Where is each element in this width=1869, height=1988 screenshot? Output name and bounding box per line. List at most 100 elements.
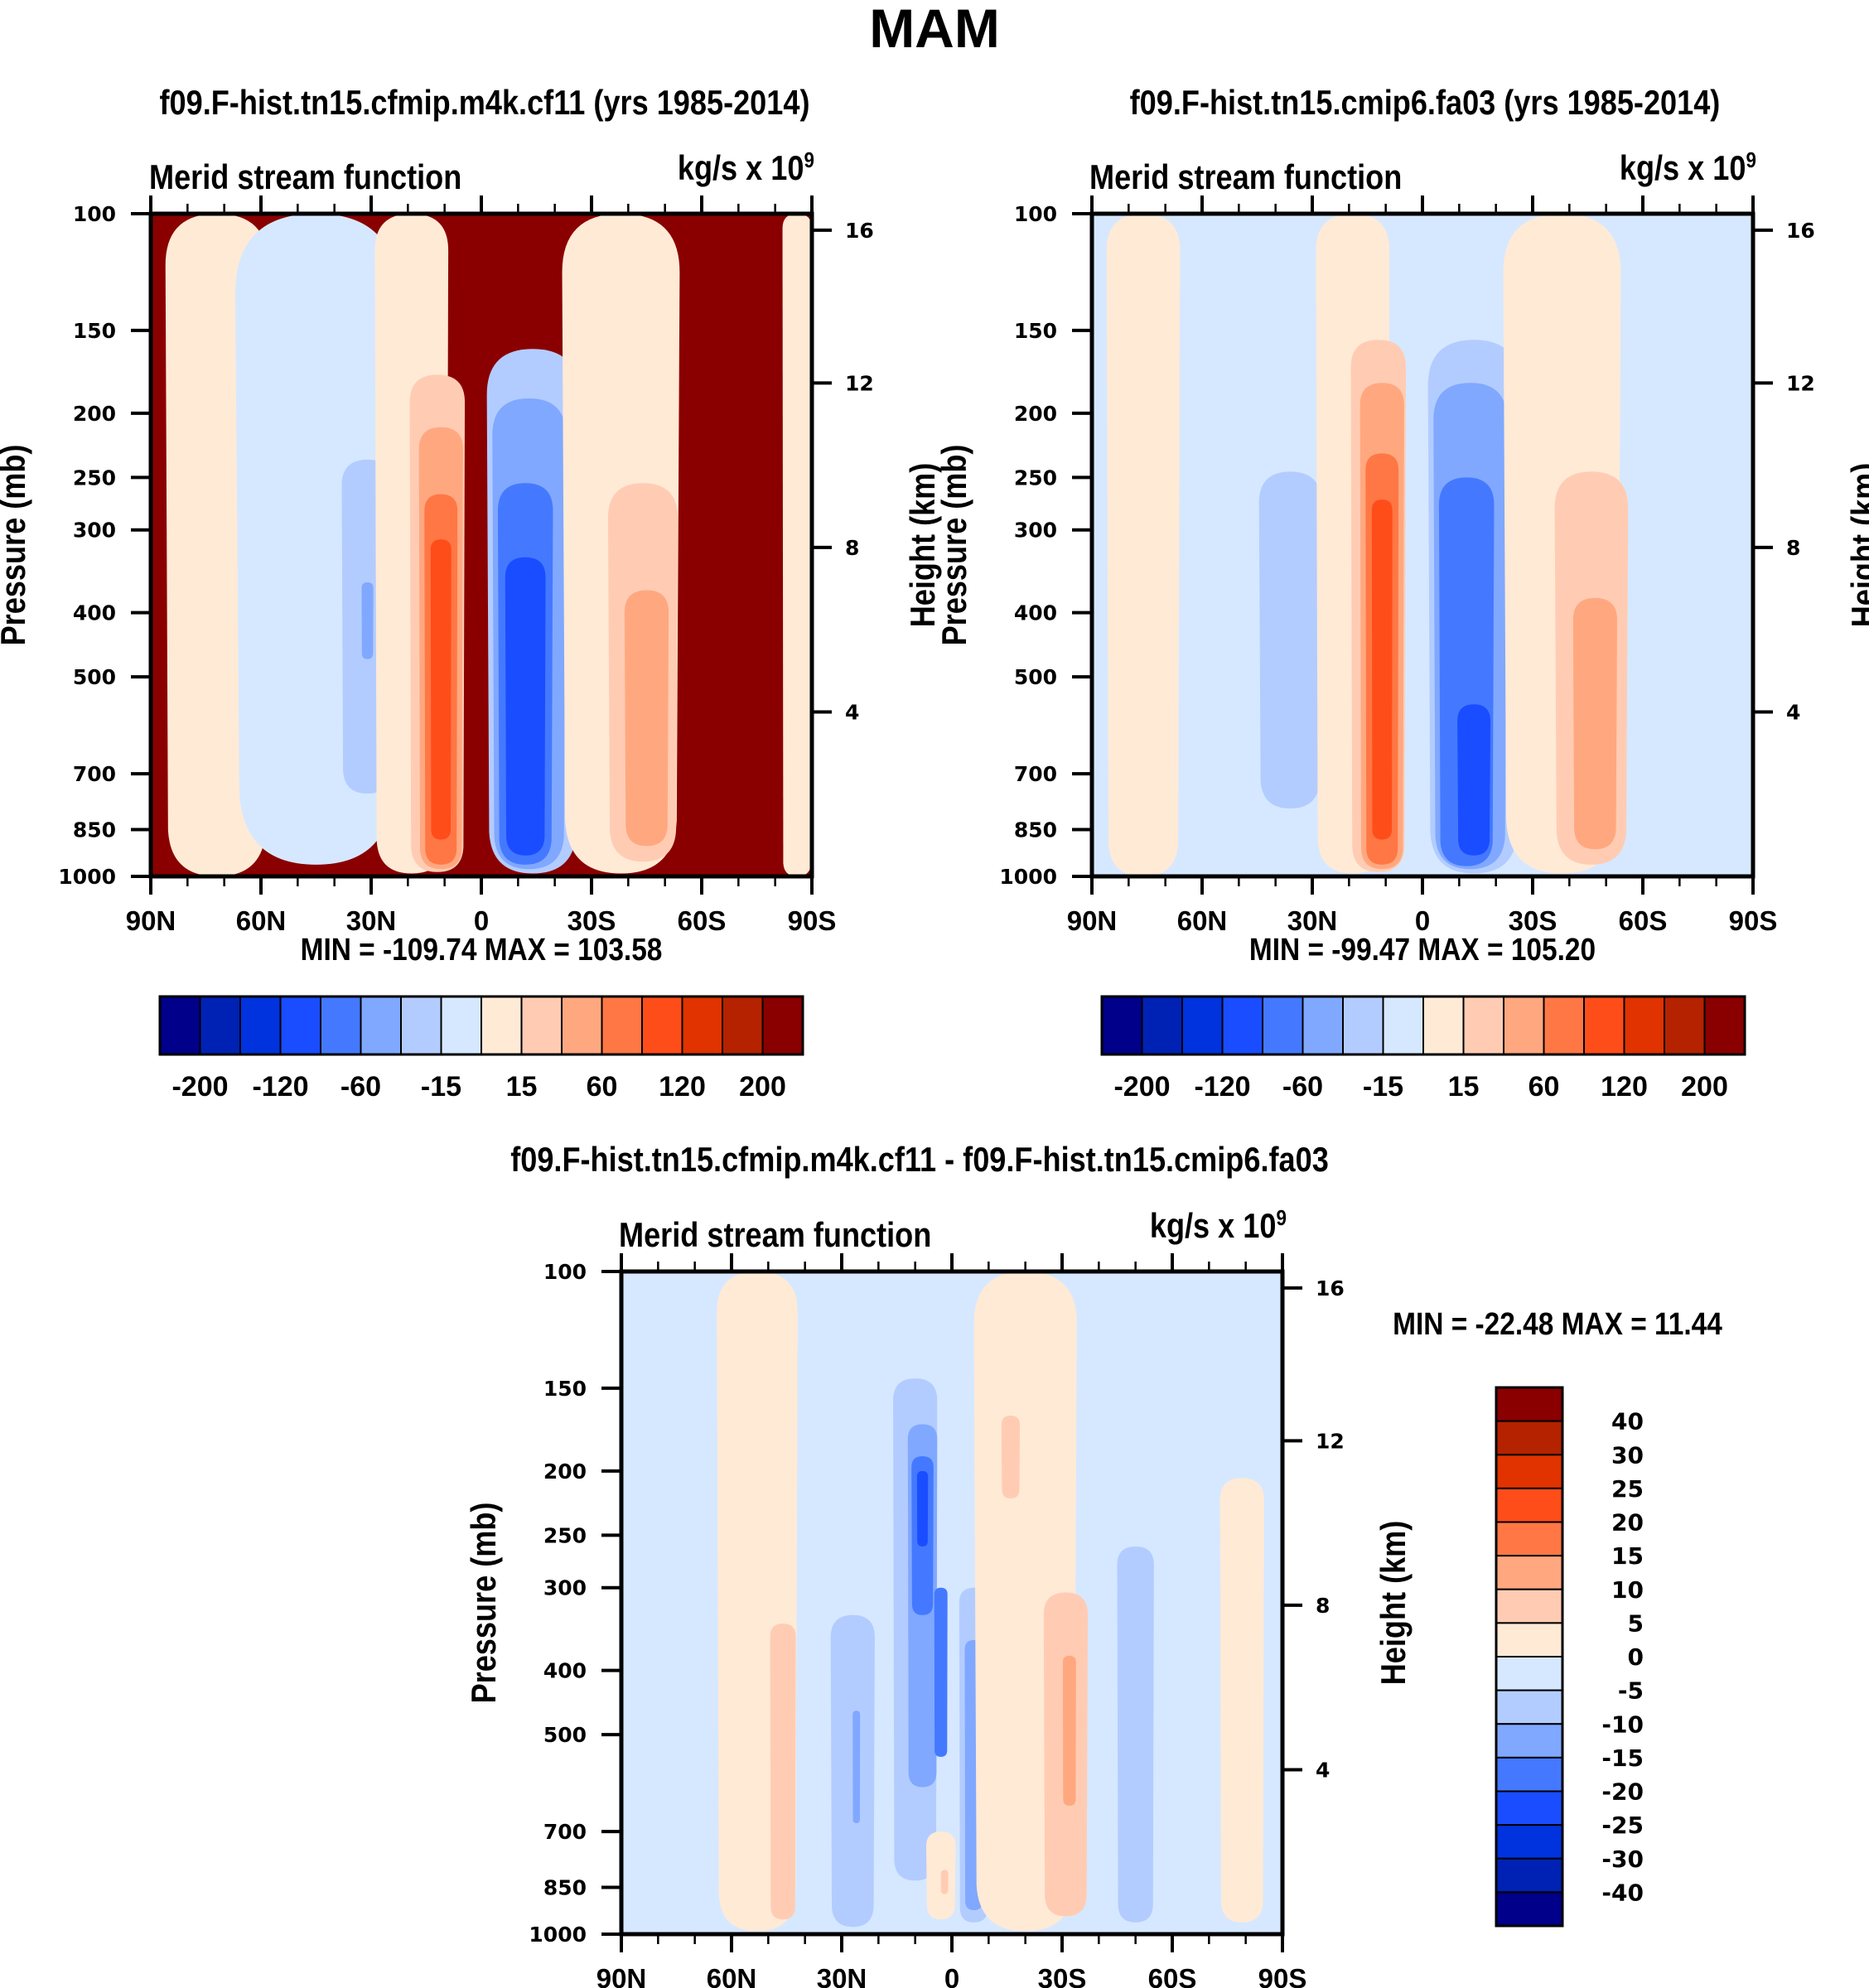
contour-region-3 (361, 582, 374, 659)
colorbar-box (1342, 996, 1384, 1055)
colorbar-box (1495, 1420, 1563, 1456)
x-tick-label: 30N (817, 1963, 867, 1988)
y-right-axis-title: Height (km) (1375, 1521, 1413, 1686)
y-tick-label: 200 (1014, 402, 1057, 426)
contour-field (1092, 214, 1753, 876)
y-tick-label: 100 (543, 1260, 587, 1284)
colorbar-box (1664, 996, 1706, 1055)
x-tick-label: 90S (1258, 1963, 1307, 1988)
x-tick-label: 30S (567, 905, 616, 936)
y-tick-label: 1000 (999, 865, 1057, 889)
colorbar-box (279, 996, 321, 1055)
panel3-units: kg/s x 109 (1149, 1205, 1287, 1245)
colorbar-label: -15 (1363, 1071, 1403, 1103)
colorbar-box (681, 996, 723, 1055)
contour-region-12 (505, 557, 546, 856)
colorbar-label: -120 (1194, 1071, 1250, 1103)
contour-region-15 (624, 590, 669, 847)
x-tick-label: 60S (1148, 1963, 1197, 1988)
colorbar-label: -25 (1601, 1812, 1644, 1839)
y-tick-label: 100 (73, 202, 116, 226)
colorbar-label: -10 (1601, 1711, 1644, 1738)
contour-field (621, 1271, 1282, 1934)
panel3-min-max: MIN = -22.48 MAX = 11.44 (1393, 1307, 1722, 1342)
colorbar-box (1495, 1521, 1563, 1557)
y-tick-label: 200 (73, 402, 116, 426)
colorbar-box (641, 996, 683, 1055)
colorbar-label: -60 (340, 1071, 381, 1103)
y-tick-label: 500 (543, 1723, 587, 1747)
y-tick-label: 850 (1014, 818, 1057, 842)
colorbar-label: 200 (1681, 1071, 1728, 1103)
colorbar-label: 5 (1628, 1609, 1644, 1637)
y-tick-label: 250 (543, 1523, 587, 1547)
y-tick-label: 400 (1014, 601, 1057, 625)
y-axis-title: Pressure (mb) (936, 445, 974, 646)
height-tick-label: 4 (1316, 1758, 1330, 1782)
colorbar-label: 40 (1611, 1408, 1644, 1436)
colorbar-label: -15 (1601, 1744, 1644, 1772)
contour-region-15 (1001, 1415, 1021, 1498)
colorbar-label: 60 (1529, 1071, 1560, 1103)
colorbar-box (1495, 1622, 1563, 1657)
y-axis-title: Pressure (mb) (0, 445, 33, 646)
contour-region-19 (1219, 1478, 1264, 1923)
y-tick-label: 300 (73, 519, 116, 543)
colorbar-box (1543, 996, 1585, 1055)
colorbar-box (440, 996, 482, 1055)
colorbar-box (1495, 1689, 1563, 1725)
y-tick-label: 150 (543, 1377, 587, 1401)
panel1-units: kg/s x 109 (677, 147, 814, 187)
colorbar-frame (1495, 1386, 1564, 1928)
colorbar-label: -40 (1601, 1879, 1644, 1906)
colorbar-box (1495, 1756, 1563, 1793)
y-tick-label: 300 (1014, 519, 1057, 543)
colorbar-box (1495, 1454, 1563, 1489)
x-tick-label: 90N (1067, 905, 1118, 936)
main-title: MAM (869, 0, 1000, 59)
colorbar-box (1623, 996, 1665, 1055)
x-tick-label: 60N (1177, 905, 1228, 936)
colorbar-box (1495, 1656, 1563, 1691)
x-tick-label: 60S (678, 905, 727, 936)
colorbar-frame (158, 995, 804, 1056)
x-tick-label: 0 (474, 905, 489, 936)
y-tick-label: 300 (543, 1576, 587, 1600)
colorbar-label: 15 (506, 1071, 538, 1103)
x-tick-label: 30N (346, 905, 397, 936)
colorbar-box (1583, 996, 1625, 1055)
colorbar-box (159, 996, 201, 1055)
panel3-left-string: Merid stream function (619, 1215, 932, 1254)
colorbar-label: 120 (1601, 1071, 1648, 1103)
contour-region-1 (770, 1624, 796, 1920)
panel2-units: kg/s x 109 (1619, 147, 1756, 187)
colorbar2: -200 -120 -60 -15 15 60 120 200 (1100, 995, 1746, 1103)
panel1-left-string: Merid stream function (149, 157, 462, 196)
colorbar-label: -30 (1601, 1846, 1644, 1873)
colorbar-box (1495, 1891, 1563, 1927)
height-tick-label: 8 (1316, 1594, 1330, 1618)
contour-field (151, 214, 812, 876)
x-tick-label: 30S (1038, 1963, 1087, 1988)
panel2-plot: 90N 60N 30N 0 30S 60S 90S 100 150 200 250 300 400 500… (936, 195, 1869, 936)
contour-region-16 (782, 214, 812, 876)
colorbar-box (400, 996, 442, 1055)
contour-region-8 (430, 539, 452, 840)
colorbar-box (1221, 996, 1263, 1055)
colorbar-box (1302, 996, 1344, 1055)
colorbar-label: -15 (421, 1071, 461, 1103)
y-tick-label: 850 (73, 818, 116, 842)
height-tick-label: 8 (1786, 536, 1800, 560)
y-tick-label: 250 (73, 466, 116, 490)
colorbar-box (722, 996, 764, 1055)
colorbar-label: 25 (1611, 1475, 1644, 1503)
x-tick-label: 90S (1729, 905, 1778, 936)
x-tick-label: 60S (1619, 905, 1668, 936)
colorbar-label: 20 (1611, 1509, 1644, 1537)
colorbar-box (239, 996, 282, 1055)
colorbar-box (1495, 1588, 1563, 1624)
x-tick-label: 90N (126, 905, 176, 936)
height-tick-label: 16 (845, 219, 874, 243)
x-tick-label: 90N (596, 1963, 647, 1988)
height-tick-label: 16 (1316, 1276, 1345, 1300)
